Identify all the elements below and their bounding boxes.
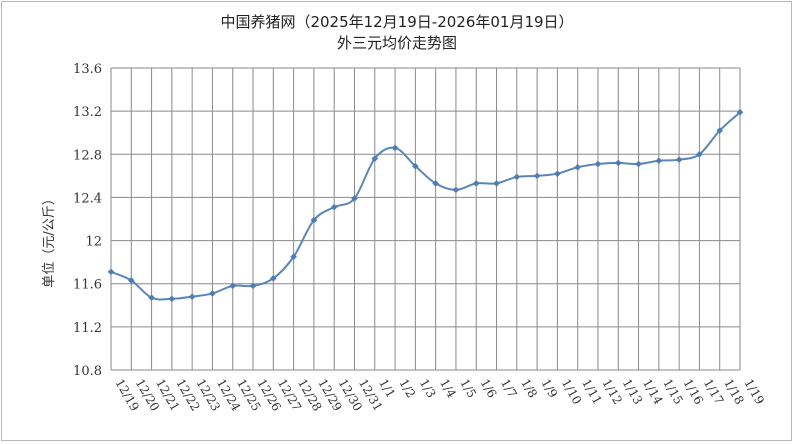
data-point bbox=[554, 170, 561, 177]
data-point bbox=[614, 159, 622, 167]
data-point bbox=[594, 160, 602, 168]
data-point bbox=[127, 277, 135, 284]
data-point bbox=[249, 282, 257, 290]
data-point bbox=[351, 195, 358, 202]
data-point bbox=[209, 290, 216, 297]
data-point bbox=[371, 155, 379, 162]
chart-title: 中国养猪网（2025年12月19日-2026年01月19日） bbox=[220, 13, 573, 31]
data-point bbox=[188, 293, 196, 300]
data-point bbox=[696, 150, 703, 158]
grid bbox=[110, 67, 741, 371]
y-tick-label: 12.4 bbox=[73, 191, 102, 206]
x-tick-label: 1/12 bbox=[599, 377, 625, 407]
x-tick-label: 1/2 bbox=[396, 377, 418, 401]
data-point bbox=[432, 180, 439, 187]
x-tick-label: 1/7 bbox=[498, 377, 520, 401]
data-point bbox=[472, 180, 480, 187]
x-tick-label: 1/19 bbox=[741, 377, 767, 407]
x-tick-label: 1/8 bbox=[518, 377, 540, 401]
x-tick-label: 1/13 bbox=[620, 377, 646, 407]
y-axis-label: 单位（元/公斤） bbox=[42, 192, 57, 287]
x-tick-label: 1/11 bbox=[579, 377, 605, 407]
x-tick-label: 1/5 bbox=[457, 377, 479, 401]
data-point bbox=[675, 156, 683, 163]
series-line bbox=[110, 111, 741, 301]
data-point bbox=[148, 294, 155, 302]
data-point bbox=[229, 282, 237, 290]
x-tick-label: 1/15 bbox=[660, 377, 686, 407]
data-point bbox=[310, 216, 318, 224]
data-point bbox=[168, 295, 176, 303]
y-tick-label: 13.2 bbox=[73, 105, 102, 120]
data-point bbox=[574, 163, 581, 171]
x-tick-label: 1/6 bbox=[478, 377, 500, 401]
y-tick-label: 12.8 bbox=[73, 148, 102, 163]
x-tick-label: 1/4 bbox=[437, 377, 459, 401]
data-points bbox=[107, 108, 744, 303]
data-point bbox=[736, 108, 744, 116]
y-tick-label: 10.8 bbox=[73, 364, 102, 379]
x-tick-label: 1/17 bbox=[701, 377, 727, 407]
data-point bbox=[716, 127, 724, 134]
data-point bbox=[290, 253, 297, 261]
data-point bbox=[533, 172, 541, 180]
data-point bbox=[655, 157, 663, 165]
x-tick-label: 1/10 bbox=[559, 377, 585, 407]
x-axis-ticks: 12/1912/2012/2112/2212/2312/2412/2512/26… bbox=[112, 377, 767, 414]
y-tick-label: 11.2 bbox=[73, 321, 102, 336]
x-tick-label: 1/16 bbox=[681, 377, 707, 407]
data-point bbox=[330, 203, 338, 211]
data-point bbox=[493, 180, 500, 187]
data-point bbox=[452, 186, 460, 194]
data-point bbox=[513, 173, 521, 181]
y-tick-label: 12 bbox=[85, 235, 102, 250]
x-tick-label: 1/9 bbox=[538, 377, 560, 401]
data-point bbox=[107, 268, 115, 276]
chart-subtitle: 外三元均价走势图 bbox=[337, 34, 457, 52]
x-tick-label: 1/14 bbox=[640, 377, 666, 408]
x-tick-label: 1/3 bbox=[417, 377, 439, 401]
data-point bbox=[391, 144, 399, 152]
y-tick-label: 11.6 bbox=[73, 278, 102, 293]
y-tick-label: 13.6 bbox=[73, 62, 102, 77]
y-axis-ticks: 10.8 11.2 11.6 12 12.4 12.8 13.2 13.6 bbox=[73, 62, 102, 379]
data-point bbox=[412, 162, 419, 170]
data-point bbox=[635, 160, 642, 168]
data-point bbox=[270, 275, 277, 282]
x-tick-label: 1/18 bbox=[721, 377, 747, 407]
